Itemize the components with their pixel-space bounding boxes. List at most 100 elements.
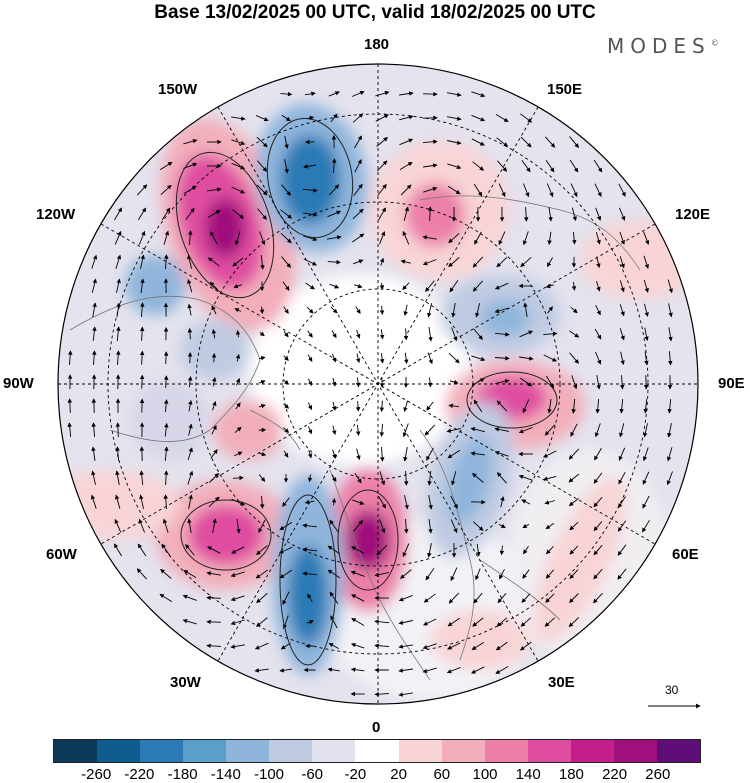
wind-vector: [569, 330, 580, 338]
graticule: [58, 64, 698, 704]
wind-vector: [471, 91, 486, 98]
wind-vector: [425, 280, 435, 292]
wind-vector: [471, 642, 485, 650]
wind-vector: [207, 210, 221, 218]
wind-vector: [206, 571, 221, 576]
wind-vector: [548, 207, 553, 222]
label-120w: 120W: [36, 206, 76, 223]
wind-vector: [446, 427, 461, 433]
wind-vector: [259, 356, 266, 361]
wind-vector: [280, 232, 292, 244]
wind-vector: [163, 254, 169, 270]
wind-vector: [496, 256, 508, 268]
wind-vector: [472, 280, 484, 292]
wind-vector: [428, 327, 433, 342]
wind-vector: [400, 184, 412, 196]
colorbar-tick-label: 180: [558, 766, 584, 783]
wind-vector: [160, 568, 172, 579]
wind-vector: [495, 379, 510, 385]
wind-vector: [327, 235, 342, 240]
wind-vector: [282, 497, 290, 507]
wind-vector: [208, 496, 220, 508]
wind-vector: [231, 186, 246, 194]
wind-vector: [423, 593, 436, 603]
wind-vector: [188, 230, 193, 246]
label-60w: 60W: [46, 546, 77, 563]
wind-vector: [448, 257, 460, 268]
wind-vector: [545, 522, 555, 530]
wind-vector: [546, 183, 554, 198]
wind-vector: [523, 546, 529, 555]
wind-vector: [282, 591, 290, 605]
wind-vector: [568, 473, 580, 483]
wind-vector: [619, 304, 625, 317]
wind-vector: [259, 331, 265, 337]
wind-vector: [473, 399, 483, 413]
wind-vector: [522, 399, 530, 414]
wind-vector: [547, 231, 552, 245]
wind-vector: [447, 163, 462, 170]
wind-vector: [307, 402, 313, 411]
wind-vector: [330, 113, 338, 123]
wind-vector: [258, 451, 267, 457]
colorbar-swatch: [398, 740, 442, 762]
wind-vector: [304, 91, 316, 97]
wind-vector: [596, 280, 601, 292]
wind-vector: [522, 523, 530, 529]
wind-vector: [451, 327, 458, 342]
wind-vector: [114, 494, 121, 509]
wind-vector: [544, 500, 556, 505]
wind-vector: [642, 495, 650, 509]
colorbar-swatch: [140, 740, 184, 762]
wind-vector: [403, 206, 410, 221]
wind-vector: [207, 546, 221, 554]
wind-vector: [522, 569, 530, 579]
wind-vector: [403, 352, 409, 365]
wind-vector: [592, 592, 603, 604]
wind-vector: [256, 593, 268, 604]
wind-vector: [521, 593, 531, 603]
wind-vector: [403, 447, 408, 462]
wind-vector: [569, 569, 579, 579]
wind-vector: [618, 183, 626, 197]
wind-vector: [232, 257, 244, 267]
wind-vector: [398, 594, 413, 602]
wind-vector: [260, 255, 265, 270]
wind-vector: [233, 451, 243, 457]
wind-vector: [355, 306, 361, 315]
wind-vector: [183, 570, 197, 578]
contours: [175, 117, 558, 666]
wind-vector: [569, 593, 579, 604]
wind-vector: [643, 231, 650, 246]
wind-vector: [350, 570, 365, 577]
wind-vector: [642, 519, 650, 533]
wind-vector: [500, 496, 505, 508]
wind-vector: [495, 641, 508, 651]
wind-vector: [447, 642, 461, 650]
wind-vector: [351, 618, 365, 626]
wind-vector: [355, 377, 361, 388]
wind-vector: [644, 327, 649, 342]
wind-vector: [303, 164, 317, 169]
wind-vector: [90, 494, 97, 509]
wind-vector: [568, 448, 580, 460]
wind-vector: [402, 543, 410, 558]
wind-vector: [596, 375, 601, 390]
wind-vector: [596, 256, 601, 269]
wind-vector: [212, 518, 217, 533]
wind-vector: [426, 447, 434, 461]
wind-vector: [449, 280, 459, 293]
wind-vector: [354, 159, 362, 173]
wind-vector: [307, 450, 313, 459]
label-30w: 30W: [170, 674, 201, 691]
colorbar-swatch: [312, 740, 356, 762]
wind-vector: [209, 281, 219, 291]
wind-vector: [187, 303, 192, 316]
wind-vector: [234, 308, 242, 313]
wind-vector: [544, 136, 556, 148]
wind-vector: [422, 235, 437, 240]
wind-vector: [91, 254, 98, 269]
wind-vector: [619, 375, 625, 390]
label-0: 0: [372, 719, 381, 736]
colorbar-tick-label: -220: [124, 766, 155, 783]
